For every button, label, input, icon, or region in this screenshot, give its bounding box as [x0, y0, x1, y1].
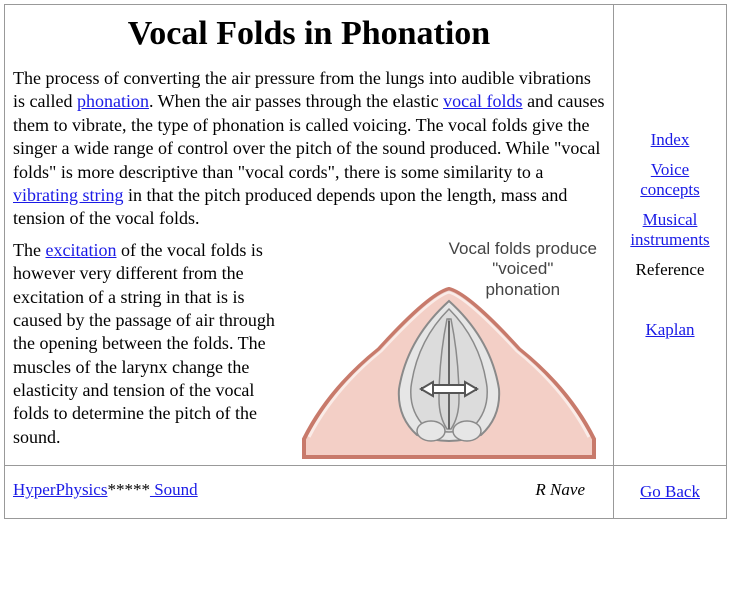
- layout-table: Vocal Folds in Phonation The process of …: [4, 4, 727, 519]
- footer-author: R Nave: [535, 480, 585, 500]
- figure-vocal-folds: Vocal folds produce "voiced" phonation: [293, 239, 605, 459]
- sidebar: Index Voice concepts Musical instruments…: [614, 5, 727, 466]
- text: The: [13, 240, 45, 260]
- main-content-cell: Vocal Folds in Phonation The process of …: [5, 5, 614, 466]
- figure-caption-line: Vocal folds produce: [449, 239, 597, 258]
- link-excitation[interactable]: excitation: [45, 240, 116, 260]
- footer-stars: *****: [107, 480, 150, 499]
- link-vibrating-string[interactable]: vibrating string: [13, 185, 124, 205]
- paragraph-2: The excitation of the vocal folds is how…: [13, 239, 285, 450]
- figure-caption: Vocal folds produce "voiced" phonation: [449, 239, 597, 300]
- sidebar-link-kaplan[interactable]: Kaplan: [622, 320, 718, 340]
- sidebar-link-voice-concepts[interactable]: Voice concepts: [622, 160, 718, 200]
- text: Reference: [622, 260, 718, 280]
- link-phonation[interactable]: phonation: [77, 91, 149, 111]
- page-title: Vocal Folds in Phonation: [13, 15, 605, 53]
- paragraph-1: The process of converting the air pressu…: [13, 67, 605, 231]
- footer-goback-cell: Go Back: [614, 465, 727, 518]
- sidebar-link-musical-instruments[interactable]: Musical instruments: [622, 210, 718, 250]
- figure-caption-line: "voiced": [492, 259, 553, 278]
- footer-cell: HyperPhysics***** Sound R Nave: [5, 465, 614, 518]
- text: . When the air passes through the elasti…: [149, 91, 443, 111]
- figure-caption-line: phonation: [485, 280, 560, 299]
- sidebar-link-index[interactable]: Index: [622, 130, 718, 150]
- paragraph-figure-row: The excitation of the vocal folds is how…: [13, 239, 605, 459]
- link-vocal-folds[interactable]: vocal folds: [443, 91, 522, 111]
- sidebar-reference-label: Reference Kaplan: [622, 260, 718, 340]
- go-back-link[interactable]: Go Back: [622, 482, 718, 502]
- footer-link-sound[interactable]: Sound: [150, 480, 198, 499]
- text: of the vocal folds is however very diffe…: [13, 240, 275, 447]
- footer-link-hyperphysics[interactable]: HyperPhysics: [13, 480, 107, 499]
